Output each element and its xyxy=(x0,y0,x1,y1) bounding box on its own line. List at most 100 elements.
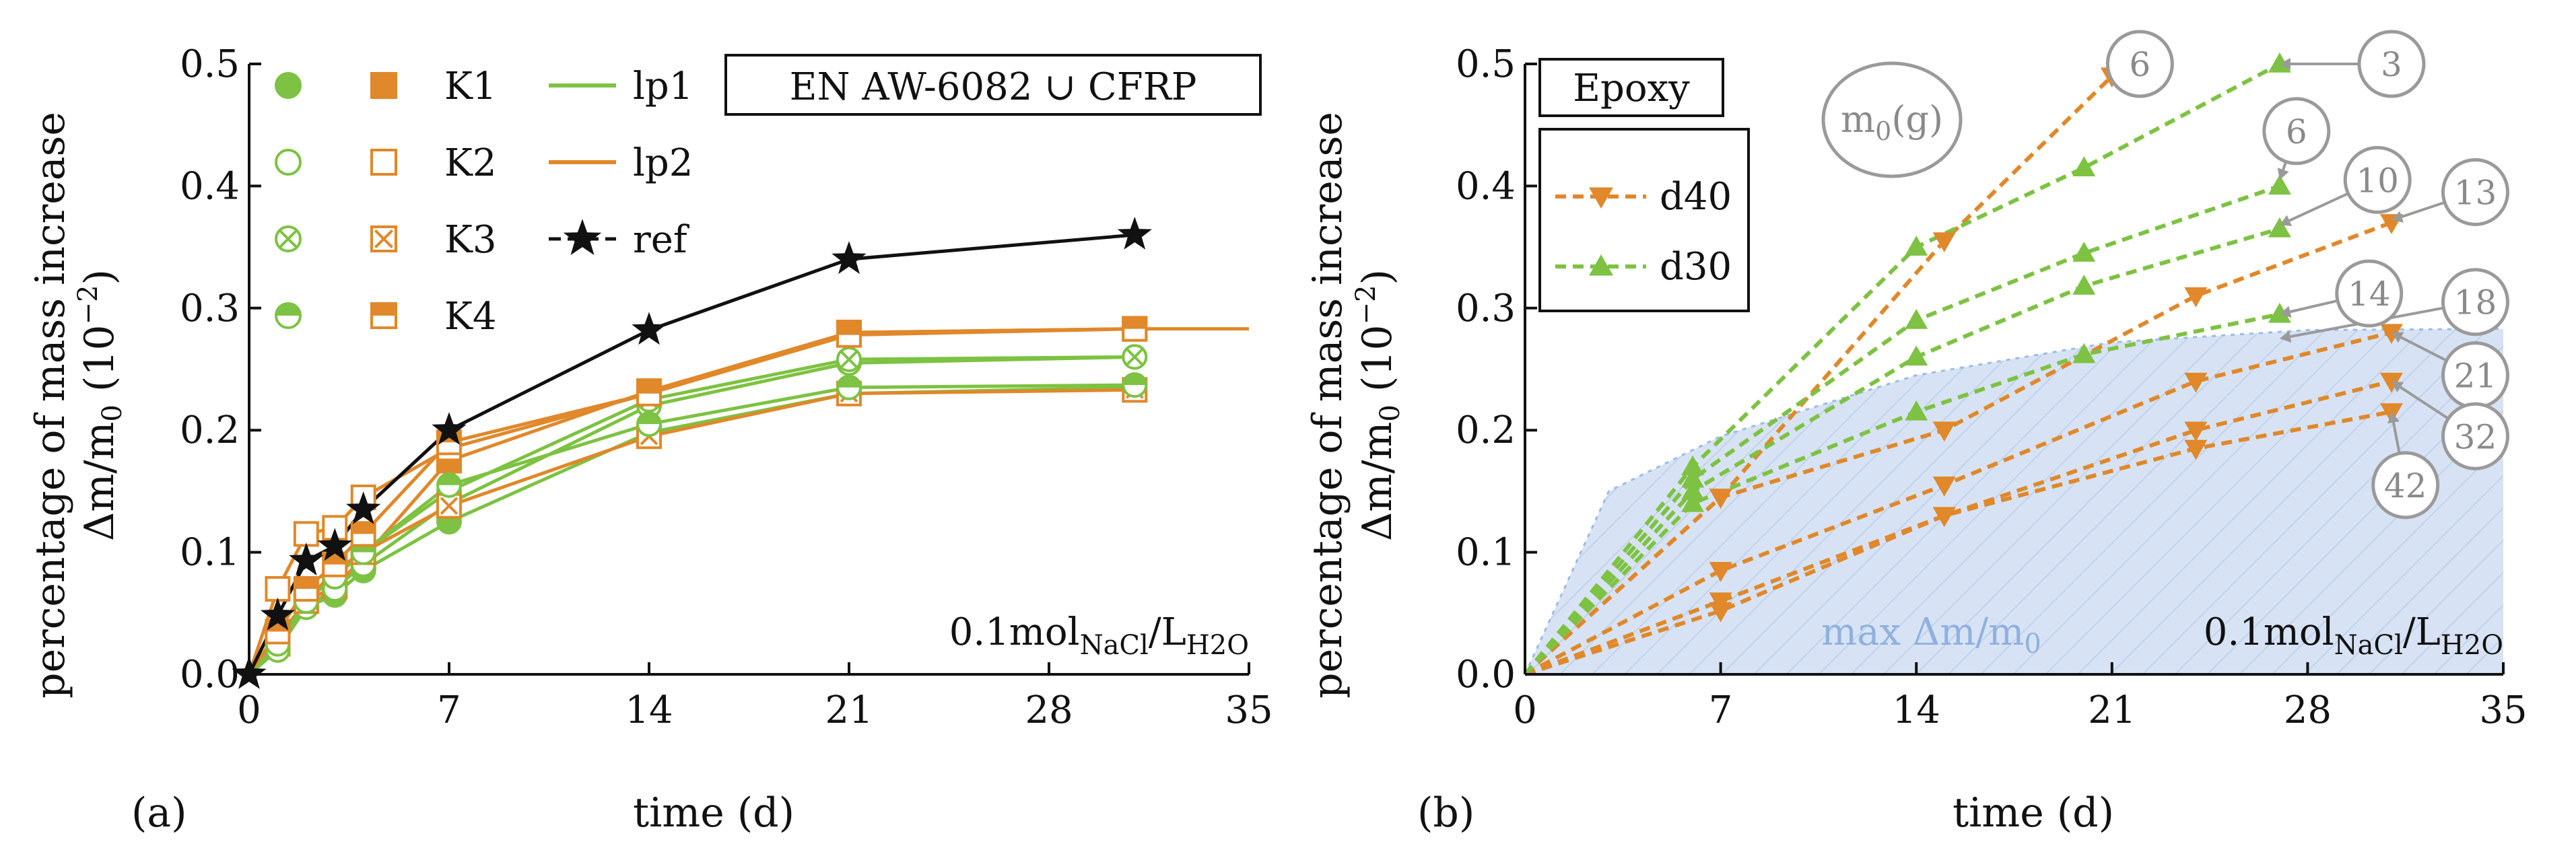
data-point-b xyxy=(1932,476,1956,497)
ylabel-a-exp: −2 xyxy=(73,285,104,324)
legend-marker-orange xyxy=(370,149,397,176)
data-point-b xyxy=(1932,507,1956,528)
data-point-b-shape xyxy=(1709,602,1732,623)
data-point-b xyxy=(1681,492,1705,512)
data-point-b-shape xyxy=(1681,467,1705,488)
mass-tag-pointer xyxy=(2392,422,2401,453)
data-point-b xyxy=(2184,439,2208,460)
mass-tag-circle xyxy=(2262,97,2331,166)
panel-a-solution-annotation: 0.1molNaCl/LH2O xyxy=(949,610,1249,661)
ylabel-a-dm: Δm/m xyxy=(76,422,123,541)
mass-legend-0: 0 xyxy=(1875,116,1891,146)
legend-label-k2: K2 xyxy=(444,141,496,185)
data-point-b-shape xyxy=(2184,439,2208,460)
data-point xyxy=(346,491,381,524)
data-point-b-shape xyxy=(1905,345,1928,366)
data-point xyxy=(636,411,662,437)
mass-tag-label: 42 xyxy=(2384,466,2427,505)
data-point-cross2 xyxy=(840,350,858,369)
data-point-b-shape xyxy=(2072,242,2096,262)
data-point-b-shape xyxy=(1932,421,1956,442)
panel-a-xtick-label: 35 xyxy=(1225,688,1273,732)
panel-a-ytick-label: 0.5 xyxy=(180,42,240,86)
data-point-half xyxy=(1123,374,1147,386)
panel-b-xlabel: time (d) xyxy=(1953,789,2114,837)
data-point xyxy=(836,322,862,348)
mass-tag-arrowhead xyxy=(2391,381,2404,392)
panel-a-ytick-label: 0.0 xyxy=(180,653,240,697)
data-point-shape xyxy=(1117,217,1152,250)
mass-tag-circle xyxy=(2105,30,2174,98)
data-point-b xyxy=(2268,217,2291,238)
data-point-shape xyxy=(289,542,324,576)
panel-b-ytick-label: 0.1 xyxy=(1456,531,1516,575)
data-point-b-shape xyxy=(2072,156,2096,176)
legend-marker-green-cross2 xyxy=(278,229,298,249)
legend-marker-green-half xyxy=(276,304,300,316)
data-point-b xyxy=(1932,421,1956,442)
panel-b-label: (b) xyxy=(1417,789,1475,837)
panel-a-xtick-label: 0 xyxy=(237,688,261,732)
mass-legend-m: m xyxy=(1841,98,1875,141)
mass-tag-label: 10 xyxy=(2356,161,2399,200)
panel-a-material-label: EN AW-6082 ∪ CFRP xyxy=(790,65,1197,109)
data-point-half xyxy=(638,382,660,394)
max-label-sub: 0 xyxy=(2024,629,2041,660)
panel-b-ytick-label: 0.2 xyxy=(1456,409,1516,452)
data-point-b-shape xyxy=(2184,421,2208,442)
data-point-b-shape xyxy=(1905,308,1928,329)
legend-marker-orange xyxy=(370,72,397,99)
data-point xyxy=(265,576,291,602)
panel-a-ylabel-main: percentage of mass increase xyxy=(27,112,74,699)
data-point-b-shape xyxy=(1709,562,1732,582)
legend-marker-green xyxy=(275,225,302,252)
data-point-b-shape xyxy=(1932,507,1956,528)
data-point-b xyxy=(1709,562,1732,582)
legend-marker-green xyxy=(275,302,302,329)
panel-b-ylabel-sub: Δm/m0 (10−2) xyxy=(1351,269,1406,541)
mass-tag-label: 21 xyxy=(2454,357,2497,396)
panel-b-solution-annotation: 0.1molNaCl/LH2O xyxy=(2204,610,2503,661)
data-point-b-shape xyxy=(1905,236,1928,256)
data-point-b xyxy=(1681,467,1705,488)
panel-a-legend: K1 K2 K3 K4 lp1 lp2 ref xyxy=(275,65,693,339)
mass-tag-label: 3 xyxy=(2381,45,2402,84)
legend-marker-green xyxy=(275,149,302,176)
data-point-b xyxy=(1905,308,1928,329)
panel-a-xtick-label: 21 xyxy=(825,688,873,732)
panel-b-legend: d40 d30 xyxy=(1555,175,1732,289)
data-point-b-shape xyxy=(2184,372,2208,393)
panel-b-xtick-label: 0 xyxy=(1513,688,1537,732)
mass-tag-pointer xyxy=(2290,299,2337,314)
panel-a-ylabel-sub: Δm/m0 (10−2) xyxy=(73,269,128,541)
data-point-shape xyxy=(832,241,867,275)
ann-b-base: 0.1mol xyxy=(2204,610,2334,654)
ylabel-b-open: (10 xyxy=(1354,324,1401,404)
panel-a-ytick-label: 0.2 xyxy=(180,409,240,452)
mass-tag-label: 6 xyxy=(2129,45,2150,84)
legend-marker-d30-shape xyxy=(1589,254,1613,276)
data-point-b xyxy=(2184,372,2208,393)
data-point-b xyxy=(2268,174,2291,195)
mass-legend-unit: (g) xyxy=(1891,98,1943,141)
data-point xyxy=(1122,372,1148,398)
data-point-b-shape xyxy=(2184,287,2208,308)
panel-b-ytick-label: 0.3 xyxy=(1456,287,1516,330)
data-point xyxy=(1122,344,1148,370)
mass-tag-label: 14 xyxy=(2348,275,2391,314)
mass-legend-circle xyxy=(1821,61,1963,178)
ann-b-mid: /L xyxy=(2403,610,2441,654)
data-point-b xyxy=(2184,287,2208,308)
legend-label-lp2: lp2 xyxy=(633,141,693,185)
ann-b-sub2: H2O xyxy=(2441,630,2503,661)
mass-tag-arrowhead xyxy=(2279,306,2292,318)
mass-tag-circle xyxy=(2357,30,2426,98)
panel-a-markers xyxy=(232,217,1152,689)
panel-b-ytick-label: 0.5 xyxy=(1456,42,1516,86)
data-point xyxy=(1122,316,1148,342)
mass-tag-label: 6 xyxy=(2286,112,2307,151)
ann-a-sub2: H2O xyxy=(1186,630,1249,661)
panel-b-xtick-label: 7 xyxy=(1709,688,1733,732)
data-point xyxy=(293,576,319,602)
ann-a-base: 0.1mol xyxy=(949,610,1080,654)
